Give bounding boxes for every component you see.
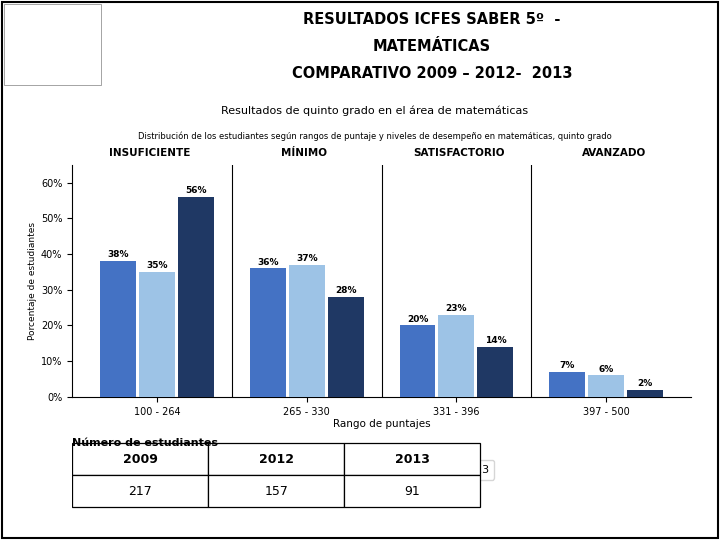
Bar	[208, 475, 344, 508]
Bar	[208, 443, 344, 475]
Text: 2%: 2%	[637, 379, 653, 388]
Text: INSUFICIENTE: INSUFICIENTE	[109, 148, 190, 158]
Bar	[549, 372, 585, 397]
Text: 36%: 36%	[257, 258, 279, 267]
Bar	[477, 347, 513, 397]
Text: 2012: 2012	[258, 453, 294, 466]
Text: 56%: 56%	[185, 186, 207, 195]
Bar	[328, 297, 364, 397]
Bar	[100, 261, 136, 397]
Text: 28%: 28%	[335, 286, 356, 295]
Text: 157: 157	[264, 485, 288, 498]
Bar	[400, 326, 436, 397]
Text: 14%: 14%	[485, 336, 506, 345]
Text: 7%: 7%	[559, 361, 575, 370]
Text: MATEMÁTICAS: MATEMÁTICAS	[373, 39, 491, 54]
Bar	[250, 268, 286, 397]
Text: 38%: 38%	[107, 251, 129, 259]
Text: RESULTADOS ICFES SABER 5º  -: RESULTADOS ICFES SABER 5º -	[303, 12, 561, 27]
Text: 217: 217	[128, 485, 152, 498]
Bar	[627, 390, 663, 397]
Text: Resultados de quinto grado en el área de matemáticas: Resultados de quinto grado en el área de…	[221, 105, 528, 116]
Text: 35%: 35%	[146, 261, 168, 270]
Text: Distribución de los estudiantes según rangos de puntaje y niveles de desempeño e: Distribución de los estudiantes según ra…	[138, 131, 611, 141]
Text: 2009: 2009	[122, 453, 158, 466]
Bar	[588, 375, 624, 397]
Text: 20%: 20%	[407, 315, 428, 323]
Legend: 2009, 2012, 2013: 2009, 2012, 2013	[269, 460, 494, 480]
Text: COMPARATIVO 2009 – 2012-  2013: COMPARATIVO 2009 – 2012- 2013	[292, 65, 572, 80]
Y-axis label: Porcentaje de estudiantes: Porcentaje de estudiantes	[27, 222, 37, 340]
Bar	[72, 443, 208, 475]
Bar	[139, 272, 175, 397]
Text: 23%: 23%	[446, 304, 467, 313]
Text: AVANZADO: AVANZADO	[582, 148, 646, 158]
Bar	[178, 197, 214, 397]
Text: 91: 91	[405, 485, 420, 498]
Text: Número de estudiantes: Número de estudiantes	[72, 437, 218, 448]
Text: SATISFACTORIO: SATISFACTORIO	[413, 148, 505, 158]
Bar	[344, 475, 480, 508]
Bar	[289, 265, 325, 397]
Text: 37%: 37%	[296, 254, 318, 263]
Text: 6%: 6%	[598, 364, 613, 374]
Bar	[72, 475, 208, 508]
Text: 2013: 2013	[395, 453, 430, 466]
Bar	[438, 315, 474, 397]
Bar	[344, 443, 480, 475]
X-axis label: Rango de puntajes: Rango de puntajes	[333, 420, 431, 429]
Text: MÍNIMO: MÍNIMO	[282, 148, 327, 158]
Bar	[4, 4, 101, 85]
